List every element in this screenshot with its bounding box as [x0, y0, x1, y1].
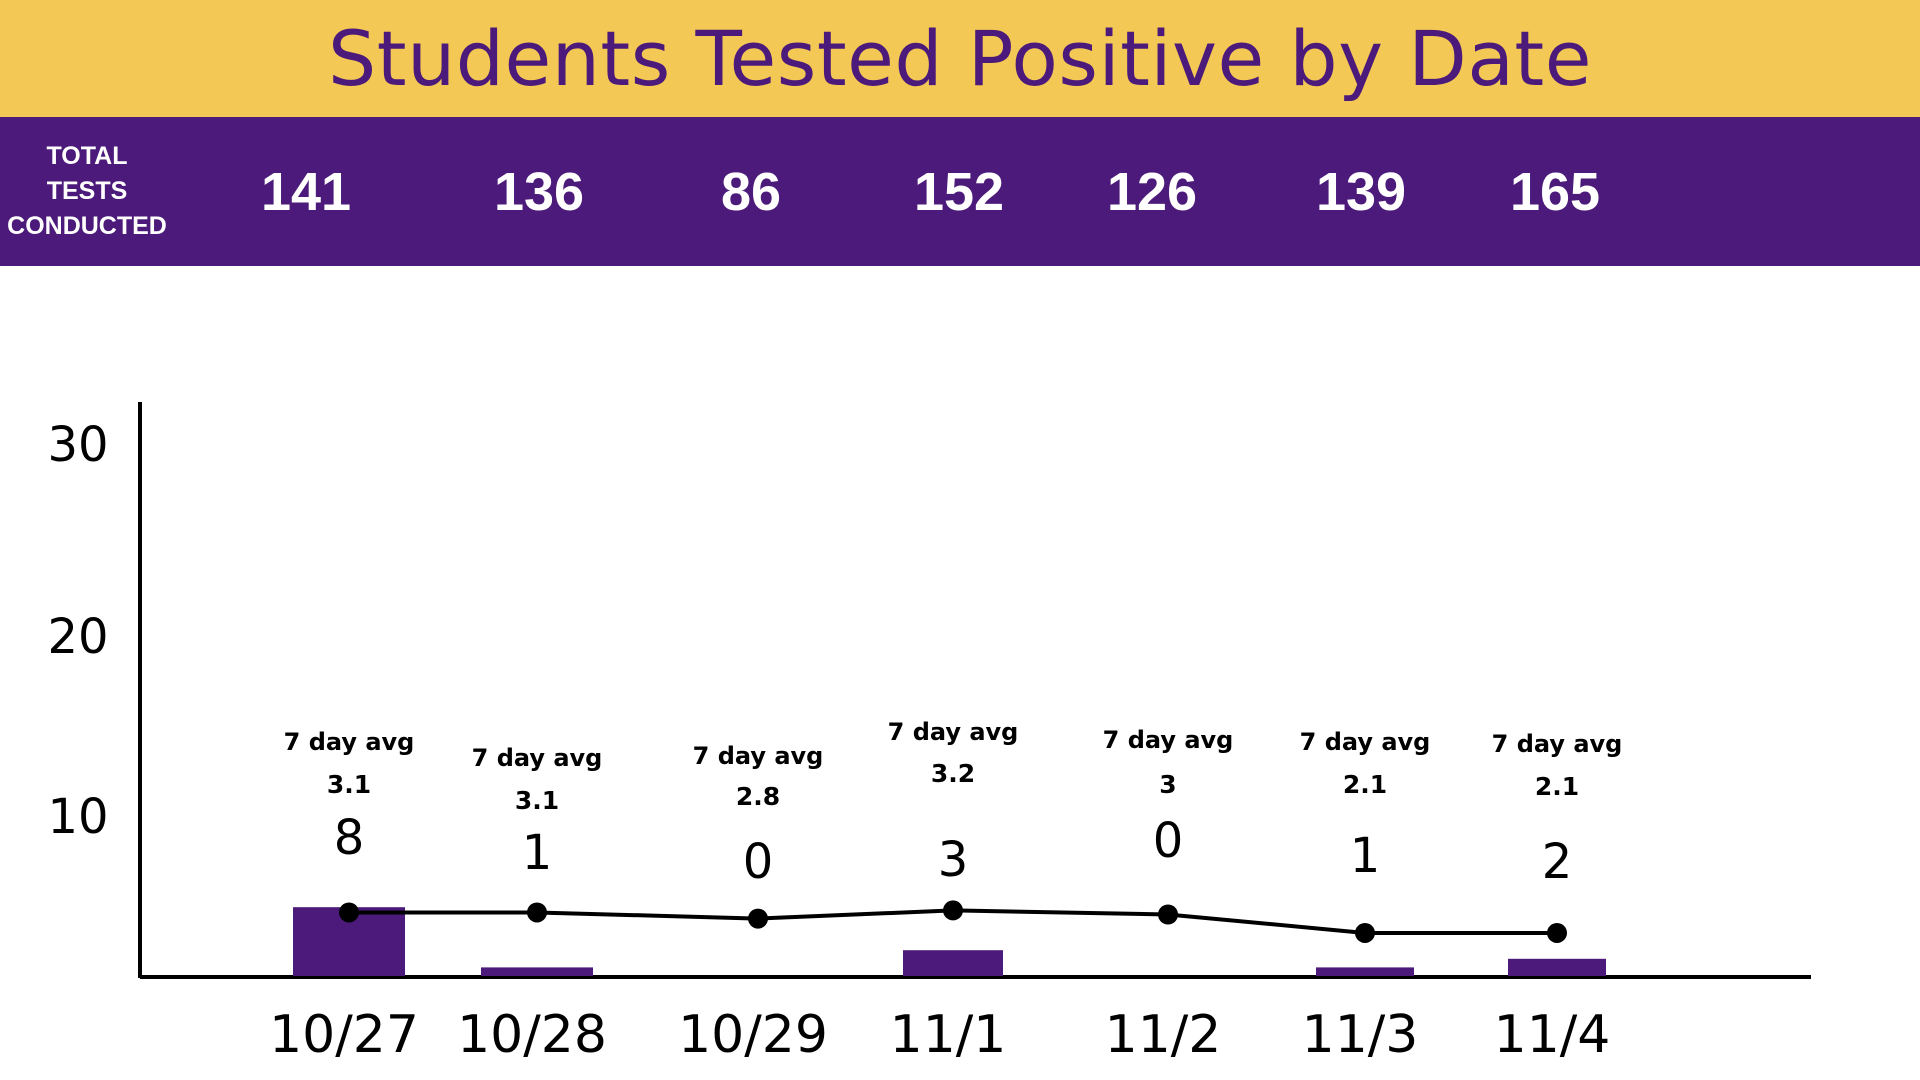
x-tick-label: 11/3: [1302, 1005, 1419, 1065]
tests-label-line: CONDUCTED: [7, 212, 167, 240]
avg-label: 7 day avg: [1300, 728, 1431, 756]
y-tick-label: 10: [47, 789, 108, 845]
x-tick-label: 11/2: [1105, 1005, 1222, 1065]
y-tick-label: 20: [47, 609, 108, 665]
avg-point: [1158, 904, 1178, 925]
avg-value-label: 3: [1159, 770, 1176, 799]
tests-label-line: TESTS: [46, 177, 128, 205]
tests-count-10-28: 136: [493, 161, 585, 222]
title-bar: Students Tested Positive by Date: [0, 0, 1920, 117]
avg-label: 7 day avg: [888, 718, 1019, 746]
avg-label: 7 day avg: [472, 744, 603, 772]
avg-value-label: 3.2: [931, 759, 975, 788]
tests-count-10-27: 141: [260, 161, 352, 222]
chart-title: Students Tested Positive by Date: [328, 14, 1592, 103]
bar: [1316, 967, 1414, 976]
tests-count-11-3: 139: [1315, 161, 1407, 222]
tests-count-10-29: 86: [720, 161, 782, 222]
bar: [903, 950, 1003, 976]
count-data-label: 0: [743, 834, 774, 890]
x-tick-label: 10/28: [457, 1005, 607, 1065]
bar: [481, 967, 593, 976]
avg-point: [527, 902, 547, 923]
avg-point: [1355, 922, 1375, 943]
count-data-label: 0: [1153, 813, 1184, 869]
avg-label: 7 day avg: [1492, 730, 1623, 758]
tests-label-line: TOTAL: [46, 142, 128, 170]
count-data-label: 2: [1542, 834, 1573, 890]
y-tick-label: 30: [47, 417, 108, 473]
count-data-label: 1: [522, 825, 553, 881]
avg-point: [339, 902, 359, 923]
avg-value-label: 2.1: [1535, 772, 1579, 801]
tests-conducted-label: TOTAL TESTS CONDUCTED: [4, 139, 170, 244]
count-data-label: 8: [334, 810, 365, 866]
tests-count-11-2: 126: [1106, 161, 1198, 222]
avg-label: 7 day avg: [693, 742, 824, 770]
x-tick-label: 11/1: [890, 1005, 1007, 1065]
avg-point: [1547, 922, 1567, 943]
avg-value-label: 3.1: [327, 770, 371, 799]
x-tick-label: 11/4: [1494, 1005, 1611, 1065]
avg-value-label: 2.1: [1343, 770, 1387, 799]
avg-value-label: 2.8: [736, 782, 780, 811]
avg-point: [748, 908, 768, 929]
tests-count-11-4: 165: [1509, 161, 1601, 222]
tests-conducted-bar: TOTAL TESTS CONDUCTED 141 136 86 152 126…: [0, 117, 1920, 266]
x-tick-label: 10/29: [678, 1005, 828, 1065]
count-data-label: 1: [1350, 828, 1381, 884]
avg-point: [943, 900, 963, 921]
bar: [1508, 958, 1606, 976]
avg-value-label: 3.1: [515, 786, 559, 815]
avg-label: 7 day avg: [1103, 726, 1234, 754]
x-tick-label: 10/27: [269, 1005, 419, 1065]
count-data-label: 3: [938, 832, 969, 888]
avg-label: 7 day avg: [284, 728, 415, 756]
tests-count-11-1: 152: [913, 161, 1005, 222]
